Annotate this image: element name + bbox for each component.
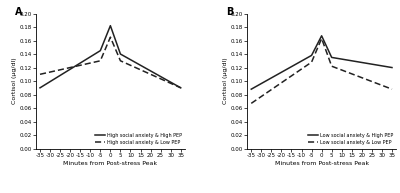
High social anxiety & Low PEP xyxy=(178,87,183,89)
Line: High social anxiety & High PEP: High social anxiety & High PEP xyxy=(40,26,181,88)
High social anxiety & High PEP xyxy=(178,87,183,89)
High social anxiety & High PEP xyxy=(98,49,103,52)
High social anxiety & Low PEP xyxy=(38,73,42,75)
Line: High social anxiety & Low PEP: High social anxiety & Low PEP xyxy=(40,37,181,88)
Low social anxiety & Low PEP xyxy=(329,65,334,67)
High social anxiety & High PEP xyxy=(108,25,113,27)
Low social anxiety & High PEP xyxy=(319,35,324,37)
High social anxiety & Low PEP xyxy=(108,36,113,38)
X-axis label: Minutes from Post-stress Peak: Minutes from Post-stress Peak xyxy=(63,161,158,166)
Low social anxiety & Low PEP xyxy=(390,88,394,90)
Low social anxiety & Low PEP xyxy=(309,61,314,63)
Y-axis label: Cortisol (µg/dl): Cortisol (µg/dl) xyxy=(12,58,17,104)
High social anxiety & High PEP xyxy=(118,53,123,55)
Text: A: A xyxy=(15,7,23,17)
High social anxiety & High PEP xyxy=(38,87,42,89)
Legend: High social anxiety & High PEP, High social anxiety & Low PEP: High social anxiety & High PEP, High soc… xyxy=(95,133,182,145)
Legend: Low social anxiety & High PEP, Low social anxiety & Low PEP: Low social anxiety & High PEP, Low socia… xyxy=(308,133,394,145)
Line: Low social anxiety & High PEP: Low social anxiety & High PEP xyxy=(251,36,392,89)
High social anxiety & Low PEP xyxy=(118,60,123,62)
Text: B: B xyxy=(226,7,234,17)
Low social anxiety & High PEP xyxy=(329,56,334,58)
Low social anxiety & High PEP xyxy=(390,66,394,69)
High social anxiety & Low PEP xyxy=(98,60,103,62)
Y-axis label: Cortisol (µg/dl): Cortisol (µg/dl) xyxy=(223,58,228,104)
Low social anxiety & Low PEP xyxy=(249,102,254,104)
Line: Low social anxiety & Low PEP: Low social anxiety & Low PEP xyxy=(251,38,392,103)
Low social anxiety & Low PEP xyxy=(319,37,324,40)
Low social anxiety & High PEP xyxy=(249,88,254,90)
Low social anxiety & High PEP xyxy=(309,54,314,57)
X-axis label: Minutes from Post-stress Peak: Minutes from Post-stress Peak xyxy=(274,161,369,166)
